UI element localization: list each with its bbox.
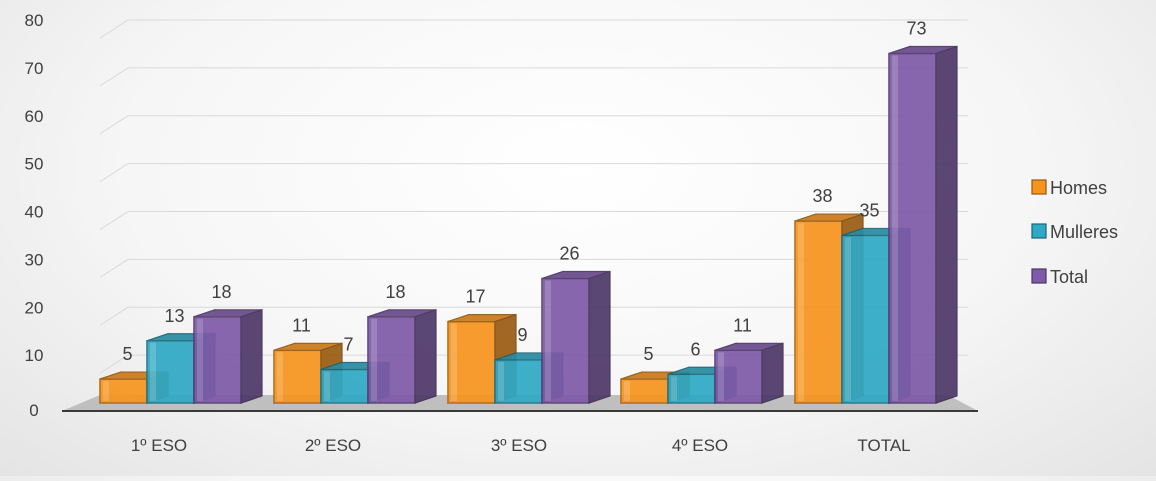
data-label: 11 <box>292 315 311 335</box>
y-tick-label: 30 <box>25 250 44 269</box>
data-label: 7 <box>343 334 353 354</box>
gridlines <box>99 19 968 374</box>
bar-total-2 <box>541 270 611 404</box>
legend-item-total: Total <box>1031 267 1088 287</box>
bar-total-3 <box>714 342 784 404</box>
y-tick-label: 70 <box>25 59 44 78</box>
category-label: 4º ESO <box>672 436 728 455</box>
bar-homes-1 <box>273 342 343 404</box>
category-label: TOTAL <box>857 436 910 455</box>
legend-label: Total <box>1050 267 1088 287</box>
data-label: 18 <box>385 282 405 302</box>
legend-swatch <box>1031 223 1047 239</box>
data-label: 11 <box>733 315 752 335</box>
data-label: 5 <box>643 344 653 364</box>
data-label: 73 <box>906 19 926 39</box>
bar-total-4 <box>888 45 958 404</box>
gridline <box>99 163 968 183</box>
data-label: 13 <box>164 306 184 326</box>
gridline <box>99 19 968 39</box>
gridline <box>99 306 968 326</box>
y-tick-label: 0 <box>29 401 38 420</box>
category-label: 3º ESO <box>491 436 547 455</box>
gridline <box>99 354 968 374</box>
legend-label: Mulleres <box>1050 222 1118 242</box>
y-tick-label: 10 <box>25 346 44 365</box>
bar-homes-2 <box>447 313 517 404</box>
bar-total-0 <box>193 308 263 404</box>
bar-total-1 <box>367 308 437 404</box>
gridline <box>99 211 968 230</box>
gridline <box>99 115 968 135</box>
data-label: 5 <box>122 344 132 364</box>
category-label: 2º ESO <box>305 436 361 455</box>
legend-swatch <box>1031 268 1047 284</box>
data-label: 9 <box>517 325 527 345</box>
category-label: 1º ESO <box>131 436 187 455</box>
data-labels: 5 13 18 11 7 18 17 9 26 5 6 11 38 35 73 <box>122 19 926 365</box>
y-tick-label: 80 <box>25 11 44 30</box>
data-label: 26 <box>559 244 579 264</box>
y-tick-label: 20 <box>25 298 44 317</box>
legend-swatch <box>1031 179 1047 195</box>
data-label: 38 <box>812 186 832 206</box>
gridline <box>99 258 968 278</box>
legend: Homes Mulleres Total <box>1031 178 1118 287</box>
data-label: 18 <box>211 282 231 302</box>
x-axis-categories: 1º ESO 2º ESO 3º ESO 4º ESO TOTAL <box>131 436 911 455</box>
bars <box>99 45 958 404</box>
y-tick-label: 60 <box>25 107 44 126</box>
data-label: 6 <box>690 339 700 359</box>
gridline <box>99 67 968 87</box>
legend-item-mulleres: Mulleres <box>1031 222 1118 242</box>
data-label: 17 <box>465 287 485 307</box>
legend-item-homes: Homes <box>1031 178 1107 198</box>
y-tick-label: 50 <box>25 155 44 174</box>
y-tick-label: 40 <box>25 203 44 222</box>
legend-label: Homes <box>1050 178 1107 198</box>
y-axis-ticks: 0 10 20 30 40 50 60 70 80 <box>25 11 44 420</box>
data-label: 35 <box>859 200 879 220</box>
